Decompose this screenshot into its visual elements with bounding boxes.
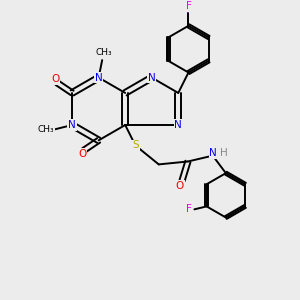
Text: S: S [132,140,139,150]
Text: CH₃: CH₃ [95,48,112,57]
Text: F: F [186,204,191,214]
Text: H: H [220,148,228,158]
Text: F: F [185,1,191,11]
Text: O: O [176,181,184,191]
Text: N: N [68,120,76,130]
Text: O: O [78,149,86,159]
Text: CH₃: CH₃ [38,125,54,134]
Text: N: N [209,148,217,158]
Text: N: N [174,120,182,130]
Text: O: O [51,74,60,84]
Text: N: N [148,73,156,82]
Text: N: N [95,73,103,82]
